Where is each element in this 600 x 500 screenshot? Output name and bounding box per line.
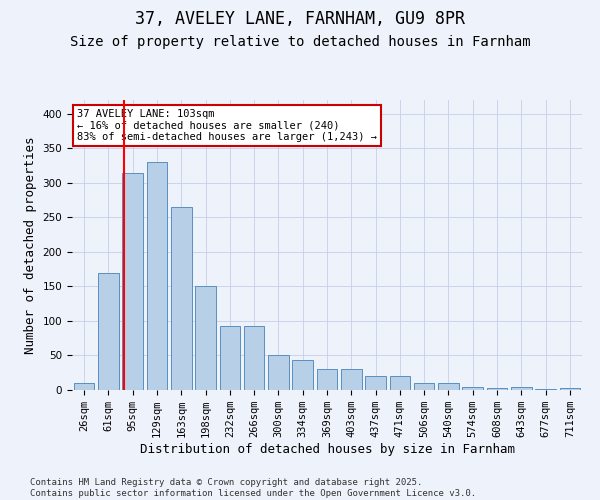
Bar	[98, 272, 119, 390]
Bar	[463, 387, 483, 390]
Bar	[244, 326, 265, 390]
Bar	[268, 356, 289, 390]
Text: 37 AVELEY LANE: 103sqm
← 16% of detached houses are smaller (240)
83% of semi-de: 37 AVELEY LANE: 103sqm ← 16% of detached…	[77, 108, 377, 142]
Text: Contains HM Land Registry data © Crown copyright and database right 2025.
Contai: Contains HM Land Registry data © Crown c…	[30, 478, 476, 498]
Bar	[146, 162, 167, 390]
Text: Size of property relative to detached houses in Farnham: Size of property relative to detached ho…	[70, 35, 530, 49]
Bar	[317, 370, 337, 390]
Bar	[438, 383, 459, 390]
Bar	[195, 286, 216, 390]
Bar	[74, 383, 94, 390]
Bar	[365, 376, 386, 390]
Bar	[560, 388, 580, 390]
Bar	[341, 370, 362, 390]
Bar	[220, 326, 240, 390]
Bar	[389, 376, 410, 390]
Bar	[171, 207, 191, 390]
Bar	[414, 383, 434, 390]
Text: 37, AVELEY LANE, FARNHAM, GU9 8PR: 37, AVELEY LANE, FARNHAM, GU9 8PR	[135, 10, 465, 28]
Y-axis label: Number of detached properties: Number of detached properties	[24, 136, 37, 354]
Bar	[292, 360, 313, 390]
Bar	[511, 386, 532, 390]
Text: Distribution of detached houses by size in Farnham: Distribution of detached houses by size …	[139, 442, 515, 456]
Bar	[487, 388, 508, 390]
Bar	[122, 172, 143, 390]
